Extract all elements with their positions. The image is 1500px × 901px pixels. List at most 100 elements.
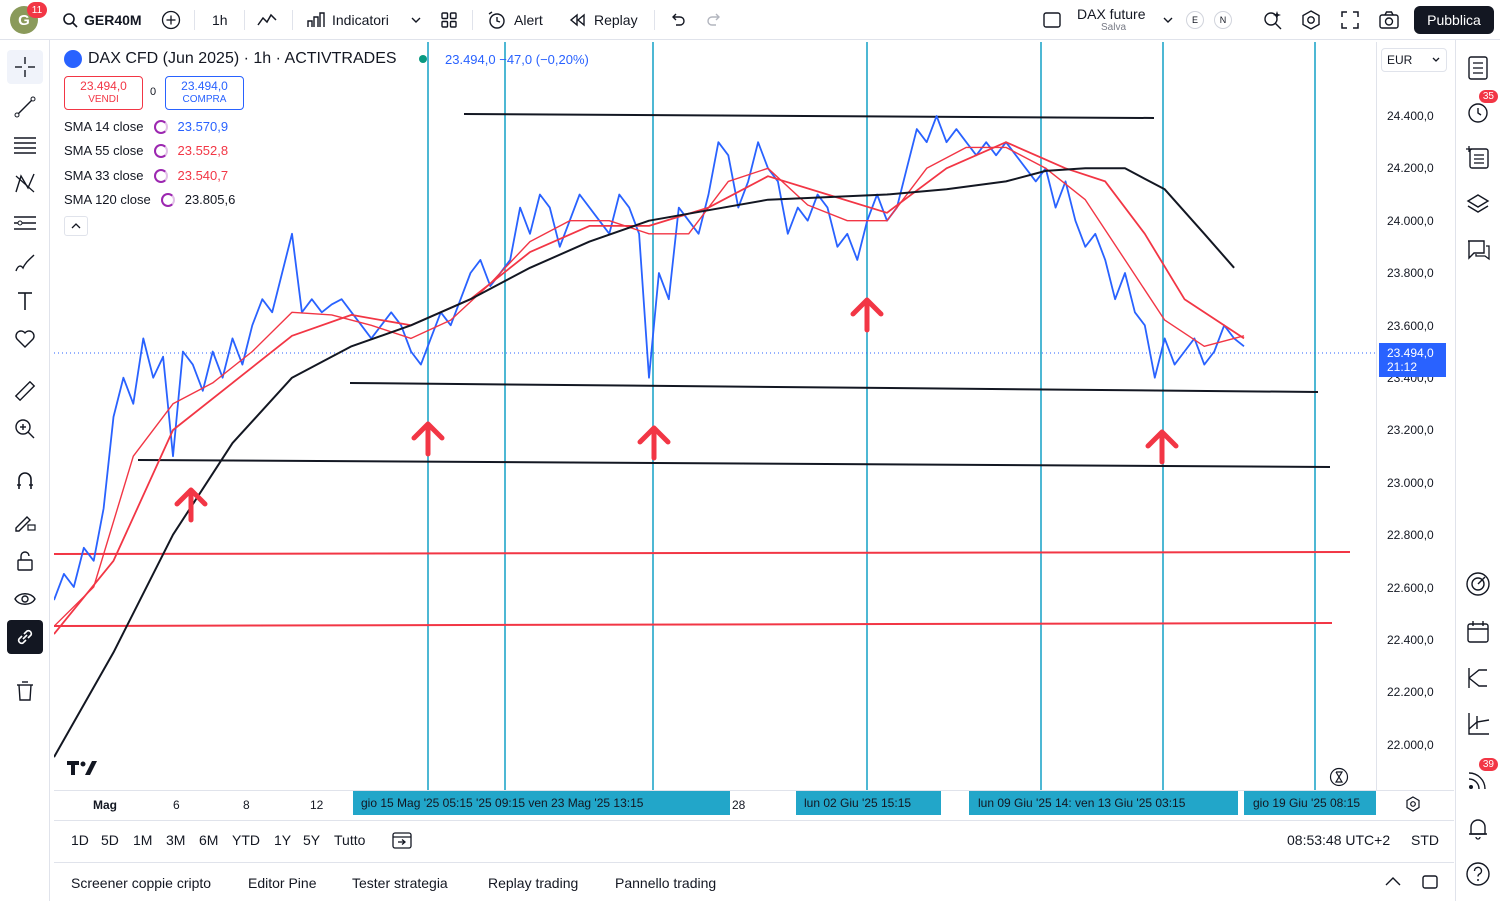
layout-name-button[interactable]: DAX future Salva bbox=[1077, 6, 1146, 33]
lock-drawings-tool[interactable] bbox=[7, 544, 43, 578]
notifications-button[interactable] bbox=[1462, 812, 1494, 844]
pattern-tool[interactable] bbox=[7, 166, 43, 200]
divider bbox=[472, 10, 473, 30]
brush-icon bbox=[15, 254, 35, 272]
chart-type-button[interactable] bbox=[256, 0, 278, 40]
fullscreen-button[interactable] bbox=[1340, 0, 1360, 40]
range-ytd[interactable]: YTD bbox=[232, 832, 260, 848]
goto-date-button[interactable] bbox=[391, 829, 413, 854]
maximize-panel-button[interactable] bbox=[1421, 873, 1439, 894]
chat-button[interactable] bbox=[1462, 234, 1494, 266]
range-1y[interactable]: 1Y bbox=[274, 832, 292, 848]
layout-select-checkbox[interactable] bbox=[1042, 0, 1062, 40]
chart-pane[interactable] bbox=[54, 42, 1376, 790]
screenshot-button[interactable] bbox=[1378, 0, 1400, 40]
magnet-tool[interactable] bbox=[7, 464, 43, 498]
sell-button[interactable]: 23.494,0 VENDI bbox=[64, 76, 143, 110]
streams-button[interactable]: 39 bbox=[1462, 758, 1498, 796]
expand-panel-button[interactable] bbox=[1384, 873, 1402, 894]
compare-symbol-button[interactable] bbox=[161, 0, 181, 40]
range-6m[interactable]: 6M bbox=[199, 832, 219, 848]
indicators-dropdown[interactable] bbox=[410, 0, 422, 40]
alerts-badge: 35 bbox=[1478, 90, 1498, 103]
help-button[interactable] bbox=[1462, 858, 1494, 890]
measure-tool[interactable] bbox=[7, 374, 43, 408]
layout-templates-button[interactable] bbox=[440, 0, 458, 40]
symbol-title[interactable]: DAX CFD (Jun 2025) · 1h · ACTIVTRADES bbox=[64, 50, 427, 68]
sync-drawings-tool[interactable] bbox=[7, 620, 43, 654]
timezone-clock-button[interactable] bbox=[1329, 767, 1349, 792]
arrow-shape bbox=[850, 297, 884, 333]
range-5d[interactable]: 5D bbox=[101, 832, 119, 848]
trend-line-tool[interactable] bbox=[7, 90, 43, 124]
quick-search-button[interactable] bbox=[1262, 0, 1284, 40]
tab-replay-trading[interactable]: Replay trading bbox=[488, 875, 579, 891]
notification-badge: 11 bbox=[27, 2, 47, 18]
range-all[interactable]: Tutto bbox=[334, 832, 366, 848]
indicators-button[interactable]: Indicatori bbox=[306, 0, 389, 40]
symbol-search-button[interactable]: GER40M bbox=[62, 0, 142, 40]
tab-pine-editor[interactable]: Editor Pine bbox=[248, 875, 317, 891]
interval-button[interactable]: 1h bbox=[212, 12, 228, 28]
hotlists-button[interactable] bbox=[1462, 568, 1494, 600]
session-type[interactable]: STD bbox=[1411, 832, 1439, 848]
support-resistance-line bbox=[349, 382, 1319, 393]
hide-drawings-tool[interactable] bbox=[7, 582, 43, 616]
brush-tool[interactable] bbox=[7, 246, 43, 280]
indicator-sma55[interactable]: SMA 55 close 23.552,8 bbox=[64, 143, 229, 158]
layout-dropdown[interactable] bbox=[1162, 0, 1174, 40]
watchlist-button[interactable] bbox=[1462, 52, 1494, 84]
alerts-button[interactable]: 35 bbox=[1462, 90, 1498, 128]
remove-drawings-tool[interactable] bbox=[7, 674, 43, 708]
price-axis[interactable]: EUR 24.400,0 24.200,0 24.000,0 23.800,0 23.6… bbox=[1376, 42, 1454, 790]
time-axis[interactable]: Mag 6 8 12 gio 15 Mag '25 05:15 '25 09:1… bbox=[54, 790, 1454, 818]
text-tool[interactable] bbox=[7, 284, 43, 318]
price-tick-label: 23.000,0 bbox=[1387, 475, 1434, 490]
forecast-tool[interactable] bbox=[7, 206, 43, 240]
tab-trading-panel[interactable]: Pannello trading bbox=[615, 875, 717, 891]
favorites-tool[interactable] bbox=[7, 322, 43, 356]
indicators-icon bbox=[307, 12, 325, 27]
session-n-toggle[interactable]: N bbox=[1214, 11, 1232, 29]
chart-settings-button[interactable] bbox=[1405, 796, 1421, 815]
buy-button[interactable]: 23.494,0 COMPRA bbox=[165, 76, 244, 110]
hourglass-icon bbox=[1329, 767, 1349, 787]
replay-button[interactable]: Replay bbox=[568, 0, 638, 40]
alert-button[interactable]: Alert bbox=[486, 0, 543, 40]
pine-editor-button[interactable] bbox=[1462, 708, 1494, 740]
loading-icon bbox=[160, 192, 175, 207]
undo-button[interactable] bbox=[668, 0, 686, 40]
range-3m[interactable]: 3M bbox=[166, 832, 186, 848]
stay-in-drawing-tool[interactable] bbox=[7, 504, 43, 538]
indicator-sma14[interactable]: SMA 14 close 23.570,9 bbox=[64, 119, 229, 134]
calendar-button[interactable] bbox=[1462, 616, 1494, 648]
price-change: 23.494,0 −47,0 (−0,20%) bbox=[445, 52, 589, 67]
tab-crypto-pairs-screener[interactable]: Screener coppie cripto bbox=[71, 875, 212, 891]
clock-display[interactable]: 08:53:48 UTC+2 bbox=[1287, 832, 1391, 848]
indicator-sma120[interactable]: SMA 120 close 23.805,6 bbox=[64, 192, 236, 207]
tradingview-logo[interactable] bbox=[66, 758, 100, 784]
horizontal-lines-tool[interactable] bbox=[7, 128, 43, 162]
session-e-toggle[interactable]: E bbox=[1186, 11, 1204, 29]
range-1d[interactable]: 1D bbox=[71, 832, 89, 848]
data-window-button[interactable] bbox=[1462, 142, 1494, 174]
range-1m[interactable]: 1M bbox=[133, 832, 153, 848]
crosshair-tool[interactable] bbox=[7, 50, 43, 84]
redo-button[interactable] bbox=[706, 0, 724, 40]
zoom-tool[interactable] bbox=[7, 412, 43, 446]
price-tick-label: 22.000,0 bbox=[1387, 737, 1434, 752]
indicator-sma33[interactable]: SMA 33 close 23.540,7 bbox=[64, 168, 229, 183]
layers-button[interactable] bbox=[1462, 188, 1494, 220]
right-sidebar: 35 39 bbox=[1455, 40, 1500, 901]
maximize-icon bbox=[1422, 875, 1438, 889]
collapse-legend-button[interactable] bbox=[64, 216, 88, 236]
calendar-icon bbox=[1467, 621, 1489, 643]
tab-strategy-tester[interactable]: Tester strategia bbox=[352, 875, 448, 891]
ideas-stream-button[interactable] bbox=[1462, 662, 1494, 694]
trend-line-icon bbox=[14, 96, 36, 118]
settings-button[interactable] bbox=[1300, 0, 1322, 40]
range-5y[interactable]: 5Y bbox=[303, 832, 321, 848]
price-chart[interactable] bbox=[54, 42, 1376, 790]
publish-button[interactable]: Pubblica bbox=[1414, 6, 1494, 34]
currency-select[interactable]: EUR bbox=[1381, 48, 1447, 72]
